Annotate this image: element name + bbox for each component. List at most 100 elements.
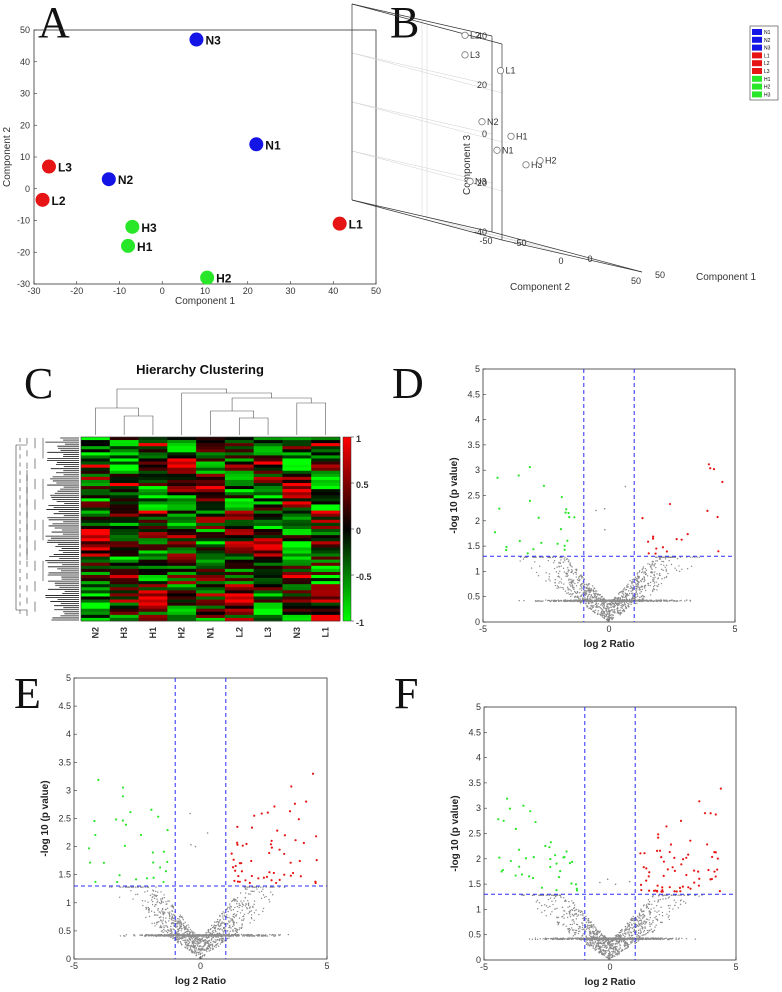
panel-f-point-ns (672, 937, 674, 940)
panel-d-point-ns (622, 609, 625, 611)
panel-e-point-up (238, 862, 241, 865)
panel-d-point-ns (584, 583, 586, 586)
panel-f-point-ns (626, 926, 629, 928)
panel-d-point-ns (595, 590, 598, 592)
panel-c-heatmap-cell (167, 599, 197, 603)
panel-d-point-ns (635, 593, 637, 596)
panel-d-point-ns (650, 564, 652, 566)
panel-d-point-ns (602, 609, 604, 611)
panel-c-heatmap-cell (253, 593, 283, 597)
panel-d-point-ns (608, 612, 610, 615)
panel-d-point-ns (619, 591, 622, 593)
panel-e-point-ns (253, 900, 256, 902)
panel-d-point-ns (653, 565, 655, 567)
panel-e-point-ns (127, 886, 130, 888)
panel-e-point-ns (247, 893, 250, 895)
panel-f-point-ns (619, 947, 621, 949)
panel-d-point-ns (630, 600, 632, 602)
panel-e-point-up (278, 878, 281, 881)
panel-e-point-ns (228, 920, 230, 922)
panel-e-point-ns (238, 917, 241, 919)
panel-e-point-ns (209, 946, 211, 949)
panel-c-heatmap-cell (167, 486, 197, 490)
panel-e-point-ns (217, 943, 219, 945)
panel-c-heatmap-cell (253, 513, 283, 518)
panel-e-point-ns (176, 918, 179, 920)
panel-f-point-ns (609, 952, 611, 955)
panel-d-point-ns (635, 596, 637, 599)
panel-c-heatmap-cell (138, 575, 168, 579)
panel-b-box-edge (351, 199, 503, 241)
panel-e-point-ns (176, 941, 179, 943)
panel-e-point-ns (125, 886, 128, 888)
panel-c-heatmap-cell (196, 449, 226, 453)
panel-c-heatmap-cell (167, 455, 197, 459)
panel-d-point-up (712, 468, 716, 471)
panel-e-point-ns (166, 926, 169, 928)
panel-c-heatmap-cell (109, 614, 139, 619)
panel-e-point-down (88, 861, 92, 864)
panel-b-gridline (426, 219, 568, 253)
panel-c-heatmap-cell (196, 501, 226, 505)
panel-c-heatmap-cell (167, 581, 197, 585)
panel-e-point-ns (157, 907, 160, 910)
panel-d-point-ns (665, 564, 668, 567)
panel-c-heatmap-cell (109, 605, 139, 610)
panel-d-point-ns (615, 600, 618, 603)
panel-e-point-ns (197, 934, 199, 937)
panel-e-point-ns (203, 943, 206, 945)
panel-f-point-ns (649, 925, 651, 927)
panel-c-dendrogram-branch (95, 407, 139, 435)
panel-b-point-label: L1 (506, 66, 516, 76)
panel-e-point-ns (130, 890, 132, 892)
panel-e-point-up (291, 871, 295, 875)
panel-d-point-ns (665, 556, 667, 558)
panel-d-point-ns (534, 561, 536, 563)
panel-f-point-ns (638, 912, 641, 914)
panel-f-point-ns (584, 929, 586, 932)
panel-d-point-ns (570, 581, 572, 584)
panel-f-point-ns (542, 938, 544, 940)
panel-c-heatmap-cell (138, 452, 168, 456)
panel-c-heatmap-cell (109, 467, 139, 472)
panel-c-heatmap-cell (282, 605, 312, 610)
panel-d-point-ns (585, 591, 588, 593)
panel-b-legend-swatch (752, 60, 762, 67)
panel-f-point-ns (603, 943, 605, 945)
panel-e-point-ns (141, 900, 144, 902)
panel-c-heatmap-cell (167, 562, 197, 567)
panel-b-zlabel: Component 3 (462, 135, 473, 195)
panel-e-point-ns (235, 928, 238, 930)
panel-e-point-ns (192, 932, 194, 934)
panel-d-point-ns (557, 572, 560, 575)
panel-e-ytick-label: 1 (66, 898, 71, 908)
panel-f-point-ns (545, 905, 548, 907)
panel-f-point-ns (654, 910, 656, 912)
panel-d-point-ns (587, 599, 590, 601)
panel-d-point-ns (625, 597, 628, 599)
panel-e-point-ns (249, 906, 251, 908)
panel-d-point-ns (624, 607, 627, 609)
panel-c-heatmap-cell (311, 568, 341, 573)
panel-e-point-ns (252, 905, 254, 908)
panel-c-heatmap-cell (311, 437, 341, 441)
panel-c-colorbar-label: 0.5 (356, 480, 369, 490)
panel-d-point-ns (559, 561, 561, 564)
panel-e-point-ns (247, 903, 250, 906)
panel-e-point-ns (217, 933, 219, 935)
panel-e-point-ns (166, 934, 168, 937)
panel-e-ytick-label: 2 (66, 842, 71, 852)
panel-c-heatmap-cell (282, 458, 312, 462)
panel-c-dendrogram-branch (116, 388, 227, 408)
panel-c-heatmap-cell (224, 489, 254, 493)
panel-d-point-ns (635, 599, 637, 602)
panel-d-point-ns (628, 594, 630, 597)
panel-d-point-ns (614, 600, 617, 603)
panel-f-point-ns (614, 935, 617, 937)
panel-c-heatmap-cell (196, 483, 226, 487)
panel-e-point-ns (202, 946, 204, 948)
panel-e-point-ns (234, 930, 236, 932)
panel-c-heatmap-cell (196, 608, 226, 613)
